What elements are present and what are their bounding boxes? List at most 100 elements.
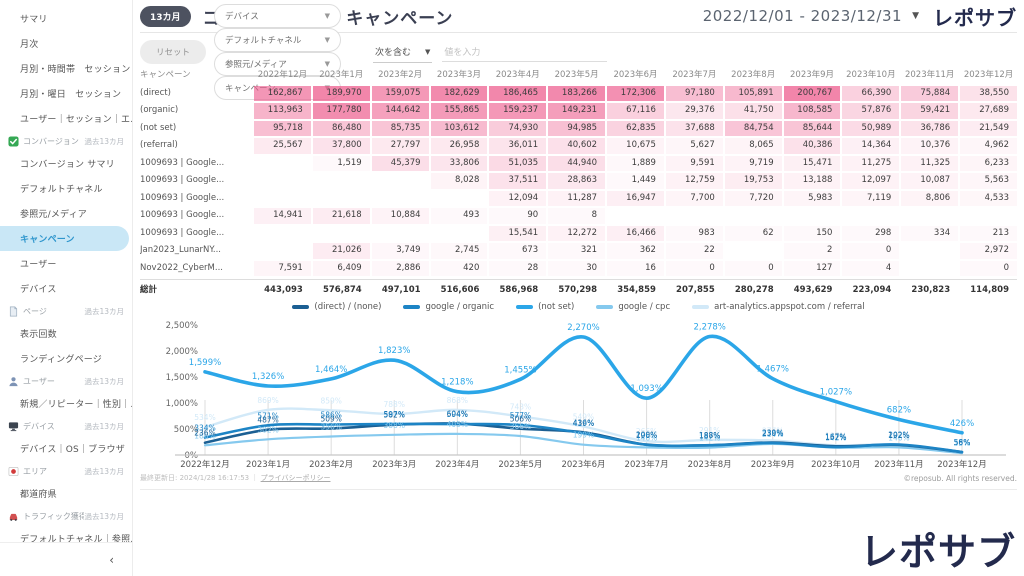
data-label: 2,270% [567, 323, 599, 333]
table-cell [313, 191, 370, 207]
section-label: コンバージョン [23, 136, 79, 146]
chevron-down-icon[interactable]: ▼ [912, 11, 919, 21]
table-cell: 57,876 [842, 103, 900, 119]
table-cell: 86,480 [312, 120, 370, 136]
legend-item-(not set)[interactable]: (not set) [516, 302, 574, 312]
column-header-month: 2023年5月 [554, 70, 599, 80]
table-cell: 27,689 [960, 103, 1017, 119]
dropdown-label: デバイス [225, 12, 259, 22]
table-row-label[interactable]: (organic) [140, 105, 179, 115]
table-row-label[interactable]: 1009693 | Google... [140, 175, 225, 185]
table-cell [254, 156, 311, 172]
table-cell: 177,780 [312, 103, 370, 119]
campaign-table: キャンペーン 2022年12月 2023年1月 2023年2月 2023年3月 2023年… [140, 68, 1017, 299]
table-row-label[interactable]: 1009693 | Google... [140, 157, 225, 168]
y-axis-tick: 1,500% [166, 373, 198, 383]
date-range-selector[interactable]: 2022/12/01 - 2023/12/31 [702, 7, 903, 25]
sidebar-item-月別・時間帯 セッション[interactable]: 月別・時間帯 セッション [20, 65, 131, 75]
table-row-label[interactable]: (referral) [140, 140, 178, 150]
table-cell: 1,889 [607, 155, 664, 171]
sidebar-item-参照元/メディア[interactable]: 参照元/メディア [20, 210, 88, 220]
sidebar-item-ランディングページ[interactable]: ランディングページ [20, 355, 102, 365]
table-cell: 74,930 [489, 120, 547, 136]
table-cell: 66,390 [842, 85, 900, 101]
sidebar-item-表示回数[interactable]: 表示回数 [20, 330, 57, 340]
table-row-label[interactable]: 1009693 | Google... [140, 227, 225, 238]
device-icon [8, 421, 19, 432]
table-cell: 94,985 [548, 120, 606, 136]
column-header-month: 2023年1月 [319, 70, 364, 80]
table-cell: 51,035 [489, 155, 547, 171]
privacy-policy-link[interactable]: プライバシーポリシー [260, 474, 331, 482]
table-cell: 108,585 [783, 103, 841, 119]
sidebar-item-都道府県[interactable]: 都道府県 [20, 490, 57, 500]
table-cell [254, 226, 311, 242]
table-cell: 189,970 [312, 85, 370, 101]
table-cell: 10,087 [901, 173, 959, 189]
table-row-label[interactable]: (not set) [140, 122, 177, 133]
filter-value-input[interactable] [442, 42, 608, 62]
table-cell: 8 [548, 208, 605, 224]
table-cell: 12,097 [842, 173, 900, 189]
table-cell: 155,865 [430, 103, 488, 119]
legend-item-google / cpc[interactable]: google / cpc [596, 302, 670, 312]
sidebar-item-デフォルトチャネル｜参照...[interactable]: デフォルトチャネル｜参照... [20, 535, 133, 545]
sidebar-item-キャンペーン[interactable]: キャンペーン [0, 226, 129, 251]
sidebar-item-新規／リピーター｜性別｜...[interactable]: 新規／リピーター｜性別｜... [20, 400, 133, 410]
sidebar-item-デバイス[interactable]: デバイス [20, 285, 57, 295]
sidebar-item-デフォルトチャネル[interactable]: デフォルトチャネル [20, 185, 103, 195]
table-cell: 14,364 [842, 138, 900, 154]
table-row-label[interactable]: Jan2023_LunarNY... [140, 245, 221, 255]
table-row-label[interactable]: 1009693 | Google... [140, 210, 225, 220]
table-cell [372, 191, 429, 207]
table-row-label[interactable]: (direct) [140, 87, 171, 98]
filter-dropdown-参照元/メディア[interactable]: 参照元/メディア ▼ [214, 52, 342, 76]
data-label: 196% [636, 431, 657, 440]
table-cell: 28,863 [548, 173, 606, 189]
data-label: 188% [699, 431, 720, 440]
legend-item-art-analytics.appspot.com / referral[interactable]: art-analytics.appspot.com / referral [692, 302, 865, 312]
table-row-label[interactable]: Nov2022_CyberM... [140, 262, 223, 273]
table-cell: 10,675 [607, 138, 664, 154]
table-row-label[interactable]: 1009693 | Google... [140, 192, 225, 203]
data-label: 604% [447, 410, 468, 419]
sidebar-item-コンバージョン サマリ[interactable]: コンバージョン サマリ [20, 160, 115, 170]
filter-dropdown-デバイス[interactable]: デバイス ▼ [214, 4, 342, 28]
data-label: 187% [699, 431, 720, 440]
legend-item-(direct) / (none)[interactable]: (direct) / (none) [292, 302, 381, 312]
table-cell: 85,735 [371, 120, 429, 136]
data-label: 187% [825, 431, 846, 440]
x-axis-label: 2023年5月 [498, 459, 542, 470]
sidebar-item-月次[interactable]: 月次 [20, 40, 39, 50]
data-label: 743% [510, 402, 531, 411]
column-header-month: 2023年2月 [378, 70, 423, 80]
data-label: 146% [636, 433, 657, 442]
filter-dropdown-デフォルトチャネル[interactable]: デフォルトチャネル ▼ [214, 28, 342, 52]
sidebar-section-トラフィック獲得: トラフィック獲得 過去13カ月 [0, 506, 132, 526]
reset-button[interactable]: リセット [140, 40, 207, 64]
sidebar-item-デバイス｜OS｜ブラウザ[interactable]: デバイス｜OS｜ブラウザ [20, 445, 125, 455]
condition-dropdown[interactable]: 次を含む ▼ [373, 41, 433, 63]
section-label: ユーザー [23, 376, 55, 386]
legend-item-google / organic[interactable]: google / organic [403, 302, 494, 312]
data-label: 239% [762, 429, 783, 438]
legend-swatch [292, 305, 310, 309]
sidebar-collapse-button[interactable]: ‹ [0, 542, 132, 576]
table-cell: 40,386 [783, 138, 841, 154]
conversion-chart: 0% 500% 1,000% 1,500% 2,000% 2,500% 2022年12月 20… [140, 312, 1014, 470]
dropdown-label: キャンペーン [225, 84, 276, 94]
sidebar-item-ユーザー｜セッション｜エ...[interactable]: ユーザー｜セッション｜エ... [20, 115, 133, 125]
table-cell: 213 [960, 226, 1017, 242]
data-label: 56% [954, 438, 971, 447]
section-label: エリア [23, 466, 47, 476]
table-cell: 21,618 [312, 208, 370, 224]
table-cell: 14,941 [254, 208, 311, 224]
legend-label: (not set) [538, 302, 575, 312]
table-cell: 85,644 [783, 120, 841, 136]
sidebar-item-ユーザー[interactable]: ユーザー [20, 260, 57, 270]
total-cell: 207,855 [676, 285, 715, 295]
table-cell: 37,688 [665, 120, 723, 136]
table-cell: 113,963 [254, 103, 311, 119]
sidebar-item-サマリ[interactable]: サマリ [20, 15, 48, 25]
sidebar-item-月別・曜日 セッション[interactable]: 月別・曜日 セッション [20, 90, 122, 100]
